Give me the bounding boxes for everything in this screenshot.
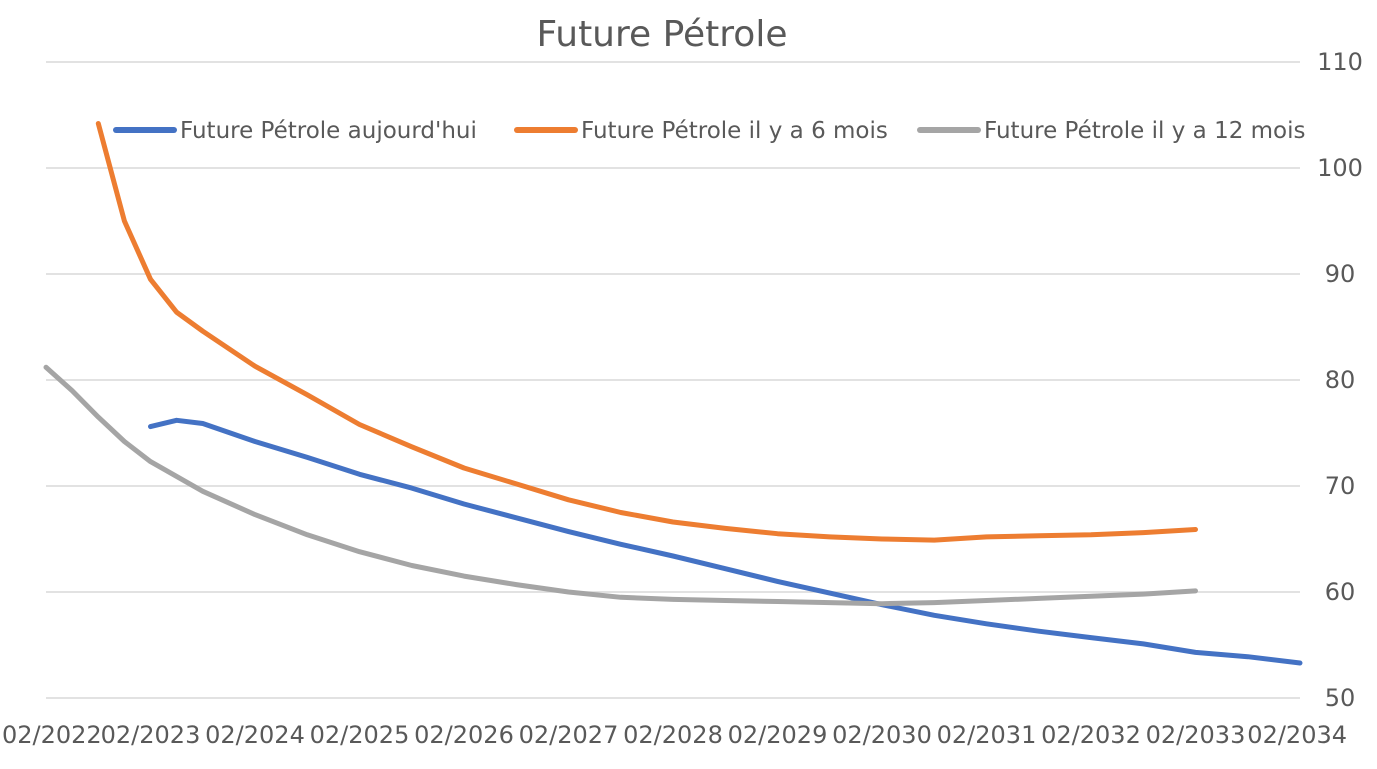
x-tick-label: 02/2031 bbox=[937, 721, 1037, 749]
y-tick-label: 60 bbox=[1325, 578, 1356, 606]
x-tick-label: 02/2030 bbox=[832, 721, 932, 749]
y-tick-label: 100 bbox=[1317, 154, 1363, 182]
series-line-1 bbox=[148, 417, 1303, 666]
legend-label-3: Future Pétrole il y a 12 mois bbox=[984, 118, 1306, 144]
gridlines bbox=[46, 61, 1300, 699]
x-tick-label: 02/2028 bbox=[623, 721, 723, 749]
x-tick-label: 02/2033 bbox=[1146, 721, 1246, 749]
y-axis-tick-labels: 50 60 70 80 90 100 110 bbox=[1317, 48, 1363, 712]
x-tick-label: 02/2034 bbox=[1247, 721, 1347, 749]
legend-label-1: Future Pétrole aujourd'hui bbox=[180, 118, 477, 144]
y-tick-label: 50 bbox=[1325, 684, 1356, 712]
y-tick-label: 70 bbox=[1325, 472, 1356, 500]
x-tick-label: 02/2029 bbox=[728, 721, 828, 749]
x-tick-label: 02/2032 bbox=[1041, 721, 1141, 749]
y-tick-label: 80 bbox=[1325, 366, 1356, 394]
x-tick-label: 02/2023 bbox=[101, 721, 201, 749]
series-lines bbox=[43, 121, 1303, 666]
x-tick-label: 02/2026 bbox=[414, 721, 514, 749]
legend-label-2: Future Pétrole il y a 6 mois bbox=[581, 118, 888, 144]
series-line-2 bbox=[95, 121, 1198, 543]
x-tick-label: 02/2027 bbox=[519, 721, 619, 749]
series-line-3 bbox=[43, 364, 1198, 607]
chart-title: Future Pétrole bbox=[537, 14, 788, 55]
y-tick-label: 110 bbox=[1317, 48, 1363, 76]
x-tick-label: 02/2022 bbox=[2, 721, 102, 749]
x-tick-label: 02/2024 bbox=[205, 721, 305, 749]
legend: Future Pétrole aujourd'hui Future Pétrole… bbox=[113, 118, 1306, 144]
y-tick-label: 90 bbox=[1325, 260, 1356, 288]
x-tick-label: 02/2025 bbox=[310, 721, 410, 749]
